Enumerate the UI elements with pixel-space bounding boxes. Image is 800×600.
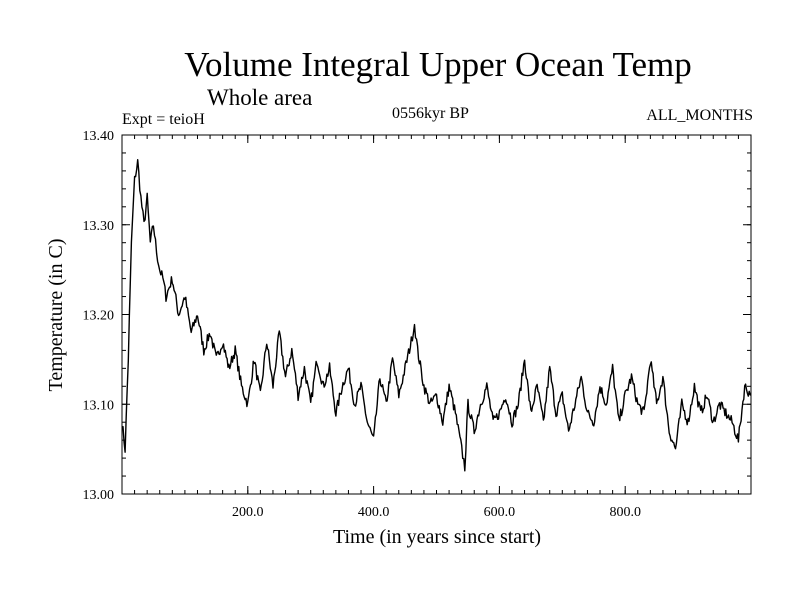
tick-labels: 13.00 13.10 13.20 13.30 13.40 200.0 400.0 600.0… bbox=[83, 129, 641, 520]
y-tick-label: 13.20 bbox=[83, 309, 115, 324]
y-axis-title: Temperature (in C) bbox=[45, 239, 67, 392]
y-tick-label: 13.00 bbox=[83, 488, 115, 503]
y-tick-label: 13.30 bbox=[83, 219, 115, 234]
period-label: 0556kyr BP bbox=[392, 105, 469, 122]
series-line bbox=[121, 159, 752, 472]
y-tick-label: 13.40 bbox=[83, 129, 115, 144]
x-tick-label: 400.0 bbox=[358, 505, 390, 520]
x-tick-label: 600.0 bbox=[484, 505, 516, 520]
y-tick-label: 13.10 bbox=[83, 398, 115, 413]
plot-frame bbox=[121, 134, 752, 495]
experiment-label: Expt = teioH bbox=[122, 111, 205, 128]
x-axis-title: Time (in years since start) bbox=[333, 526, 541, 548]
chart-subtitle: Whole area bbox=[207, 85, 313, 110]
months-label: ALL_MONTHS bbox=[646, 107, 753, 124]
axis-ticks bbox=[121, 134, 752, 495]
x-tick-label: 800.0 bbox=[609, 505, 641, 520]
chart-title: Volume Integral Upper Ocean Temp bbox=[184, 45, 692, 84]
x-tick-label: 200.0 bbox=[232, 505, 264, 520]
